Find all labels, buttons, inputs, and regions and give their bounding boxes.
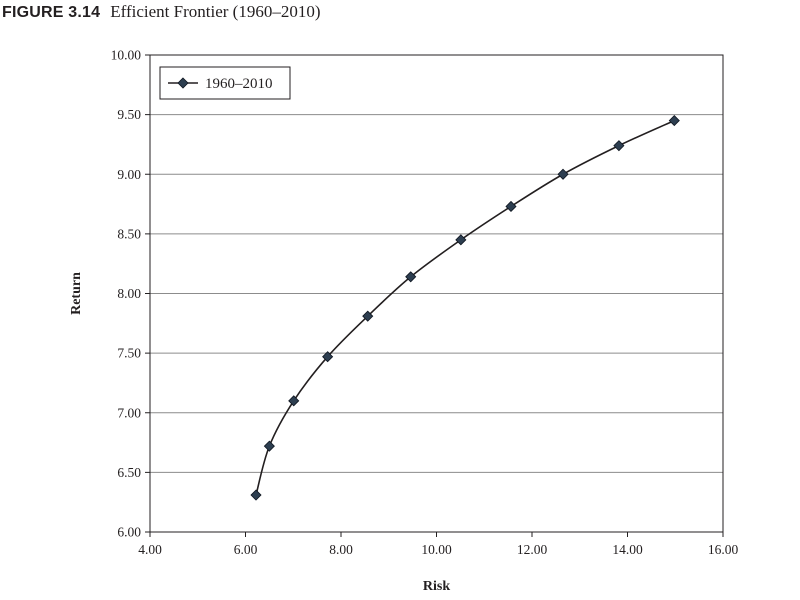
x-tick-label-6-00: 6.00 [234, 542, 258, 557]
y-tick-label-7-50: 7.50 [117, 346, 141, 361]
legend: 1960–2010 [159, 66, 291, 100]
data-point-1 [250, 489, 262, 501]
y-tick-label-6-00: 6.00 [117, 525, 141, 540]
series-line-1960-2010 [255, 119, 675, 496]
y-tick-label-9-00: 9.00 [117, 167, 141, 182]
x-tick-label-4-00: 4.00 [138, 542, 162, 557]
figure-header: FIGURE 3.14 Efficient Frontier (1960–2010… [2, 2, 321, 23]
y-tick-label-8-50: 8.50 [117, 226, 141, 241]
axis-ticks [145, 54, 724, 537]
data-point-6 [405, 271, 417, 283]
y-tick-label-10-00: 10.00 [111, 48, 142, 63]
data-point-9 [557, 168, 569, 180]
gridlines [150, 114, 723, 473]
data-point-4 [322, 351, 334, 363]
data-point-8 [505, 200, 517, 213]
y-tick-label-8-00: 8.00 [117, 286, 141, 301]
data-point-3 [288, 395, 300, 407]
figure-label: FIGURE 3.14 [2, 4, 101, 21]
data-point-10 [613, 140, 625, 152]
y-axis-title: Return [69, 272, 84, 315]
x-axis-tick-labels: 4.00 6.00 8.00 10.00 12.00 14.00 16.00 [138, 542, 738, 557]
y-tick-label-6-50: 6.50 [117, 465, 141, 480]
legend-diamond-marker [177, 77, 189, 89]
x-tick-label-8-00: 8.00 [329, 542, 353, 557]
y-tick-label-9-50: 9.50 [117, 107, 141, 122]
x-tick-label-14-00: 14.00 [612, 542, 643, 557]
x-tick-label-10-00: 10.00 [421, 542, 452, 557]
x-tick-label-12-00: 12.00 [517, 542, 548, 557]
legend-label: 1960–2010 [205, 76, 273, 92]
data-point-7 [455, 234, 467, 246]
y-axis-tick-labels: 6.00 6.50 7.00 7.50 8.00 8.50 9.00 9.50 10.00 [111, 48, 142, 540]
figure-title: Efficient Frontier (1960–2010) [110, 2, 321, 21]
x-tick-label-16-00: 16.00 [708, 542, 739, 557]
x-axis-title: Risk [423, 579, 450, 594]
data-point-2 [263, 440, 275, 452]
data-point-5 [362, 310, 374, 322]
y-tick-label-7-00: 7.00 [117, 405, 141, 420]
data-point-11 [668, 115, 680, 127]
series-markers [250, 115, 680, 501]
